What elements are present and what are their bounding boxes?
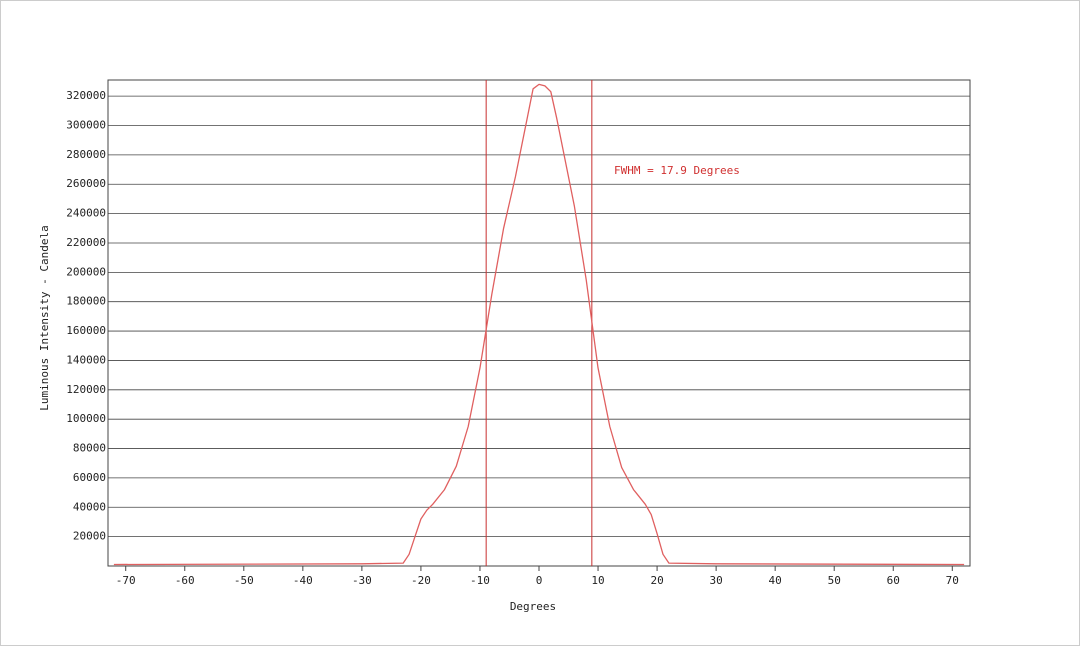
- x-tick-label: -10: [470, 574, 490, 587]
- y-tick-label: 80000: [73, 442, 106, 455]
- x-tick-label: 70: [946, 574, 959, 587]
- x-tick-label: -40: [293, 574, 313, 587]
- x-tick-label: 0: [536, 574, 543, 587]
- x-tick-label: -60: [175, 574, 195, 587]
- y-tick-label: 260000: [66, 177, 106, 190]
- x-tick-label: 30: [709, 574, 722, 587]
- y-tick-label: 40000: [73, 500, 106, 513]
- data-line: [113, 83, 965, 566]
- y-tick-label: 140000: [66, 353, 106, 366]
- annotation: FWHM = 17.9 Degrees: [614, 164, 740, 177]
- y-tick-label: 300000: [66, 119, 106, 132]
- x-tick-label: 60: [887, 574, 900, 587]
- x-tick-label: -50: [234, 574, 254, 587]
- x-tick-label: -70: [116, 574, 136, 587]
- y-tick-label: 120000: [66, 383, 106, 396]
- x-tick-label: 20: [650, 574, 663, 587]
- x-axis-label: Degrees: [510, 600, 556, 613]
- y-axis-label: Luminous Intensity - Candela: [38, 225, 51, 410]
- x-tick-label: 10: [591, 574, 604, 587]
- y-tick-label: 200000: [66, 265, 106, 278]
- y-tick-label: 160000: [66, 324, 106, 337]
- y-tick-label: 280000: [66, 148, 106, 161]
- x-tick-label: 50: [828, 574, 841, 587]
- x-tick-label: -30: [352, 574, 372, 587]
- y-tick-label: 100000: [66, 412, 106, 425]
- y-tick-label: 240000: [66, 207, 106, 220]
- y-tick-label: 220000: [66, 236, 106, 249]
- y-tick-label: 20000: [73, 530, 106, 543]
- y-tick-label: 60000: [73, 471, 106, 484]
- y-tick-label: 180000: [66, 295, 106, 308]
- x-tick-label: -20: [411, 574, 431, 587]
- y-tick-label: 320000: [66, 89, 106, 102]
- x-tick-label: 40: [769, 574, 782, 587]
